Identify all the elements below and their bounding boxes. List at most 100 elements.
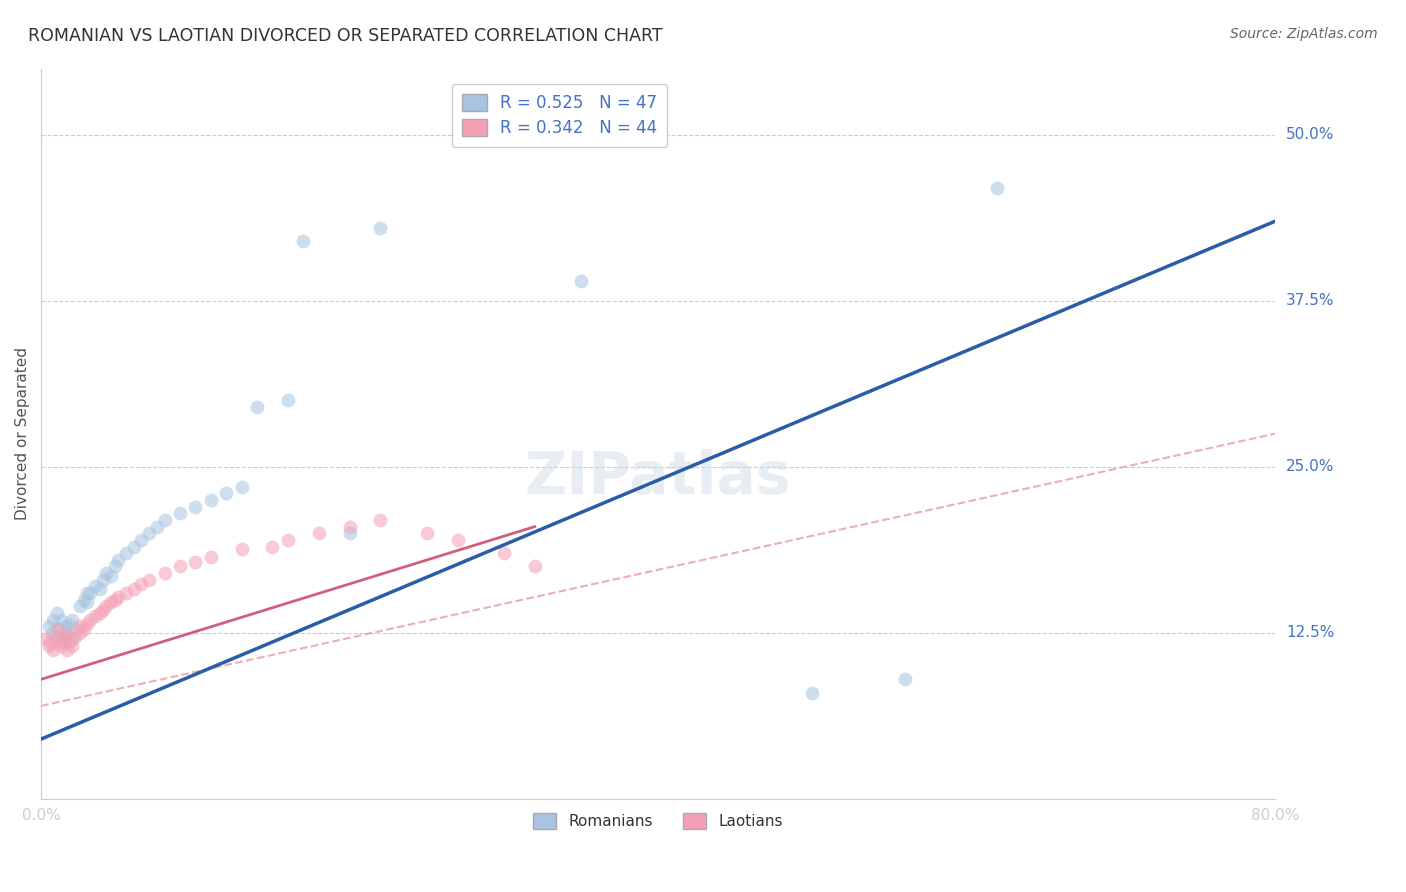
Point — [215, 486, 238, 500]
Text: Source: ZipAtlas.com: Source: ZipAtlas.com — [1230, 27, 1378, 41]
Point — [73, 592, 96, 607]
Point — [184, 500, 207, 514]
Point — [492, 546, 515, 560]
Point — [115, 546, 138, 560]
Point — [73, 622, 96, 636]
Point — [446, 533, 468, 547]
Point — [169, 559, 191, 574]
Point — [56, 643, 79, 657]
Point — [69, 619, 91, 633]
Point — [53, 635, 76, 649]
Point — [60, 613, 83, 627]
Point — [131, 533, 153, 547]
Point — [246, 400, 269, 414]
Point — [63, 622, 86, 636]
Text: 50.0%: 50.0% — [1286, 128, 1334, 143]
Point — [292, 234, 315, 248]
Point — [69, 625, 91, 640]
Point — [200, 493, 222, 508]
Point — [416, 526, 439, 541]
Point — [91, 603, 114, 617]
Point — [45, 630, 67, 644]
Point — [138, 573, 160, 587]
Text: 12.5%: 12.5% — [1286, 625, 1334, 640]
Point — [38, 619, 60, 633]
Point — [277, 393, 299, 408]
Point — [53, 630, 76, 644]
Point — [76, 586, 98, 600]
Point — [42, 613, 65, 627]
Point — [262, 540, 284, 554]
Point — [200, 550, 222, 565]
Point — [60, 639, 83, 653]
Point — [231, 480, 253, 494]
Point — [39, 635, 62, 649]
Point — [84, 579, 107, 593]
Text: ZIPatlas: ZIPatlas — [524, 449, 792, 506]
Point — [51, 639, 73, 653]
Point — [48, 635, 70, 649]
Point — [122, 540, 145, 554]
Point — [91, 573, 114, 587]
Point — [153, 566, 176, 580]
Point — [569, 274, 592, 288]
Point — [55, 625, 77, 640]
Point — [94, 566, 117, 580]
Point — [38, 639, 60, 653]
Point — [45, 606, 67, 620]
Text: 25.0%: 25.0% — [1286, 459, 1334, 475]
Point — [104, 592, 127, 607]
Point — [107, 590, 129, 604]
Point — [894, 673, 917, 687]
Point — [131, 576, 153, 591]
Point — [58, 635, 80, 649]
Point — [138, 526, 160, 541]
Point — [69, 599, 91, 614]
Point — [45, 632, 67, 647]
Text: 37.5%: 37.5% — [1286, 293, 1334, 309]
Point — [60, 632, 83, 647]
Point — [51, 613, 73, 627]
Y-axis label: Divorced or Separated: Divorced or Separated — [15, 347, 30, 520]
Point — [84, 608, 107, 623]
Point — [523, 559, 546, 574]
Point — [55, 619, 77, 633]
Point — [370, 513, 392, 527]
Point — [89, 606, 111, 620]
Point — [53, 632, 76, 647]
Point — [76, 616, 98, 631]
Point — [277, 533, 299, 547]
Point — [169, 506, 191, 520]
Point — [79, 613, 101, 627]
Point — [339, 526, 361, 541]
Point — [42, 643, 65, 657]
Point — [45, 622, 67, 636]
Point — [35, 632, 58, 647]
Point — [184, 556, 207, 570]
Point — [94, 599, 117, 614]
Point — [76, 595, 98, 609]
Legend: Romanians, Laotians: Romanians, Laotians — [527, 806, 789, 835]
Point — [308, 526, 330, 541]
Point — [801, 685, 824, 699]
Point — [79, 586, 101, 600]
Text: ROMANIAN VS LAOTIAN DIVORCED OR SEPARATED CORRELATION CHART: ROMANIAN VS LAOTIAN DIVORCED OR SEPARATE… — [28, 27, 662, 45]
Point — [115, 586, 138, 600]
Point — [986, 181, 1008, 195]
Point — [100, 568, 122, 582]
Point — [58, 616, 80, 631]
Point — [56, 625, 79, 640]
Point — [89, 582, 111, 596]
Point — [48, 622, 70, 636]
Point — [41, 625, 63, 640]
Point — [104, 559, 127, 574]
Point — [107, 553, 129, 567]
Point — [370, 220, 392, 235]
Point — [153, 513, 176, 527]
Point — [100, 595, 122, 609]
Point — [231, 542, 253, 557]
Point — [63, 630, 86, 644]
Point — [122, 582, 145, 596]
Point — [339, 519, 361, 533]
Point — [146, 519, 169, 533]
